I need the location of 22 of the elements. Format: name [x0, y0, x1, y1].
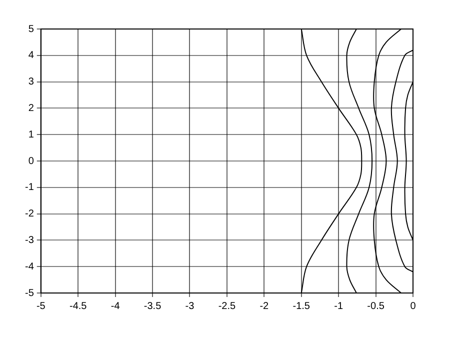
y-tick-label: 0 [28, 156, 34, 167]
y-tick-label: -2 [24, 208, 34, 220]
x-tick-label: 0 [410, 300, 416, 312]
y-tick-label: 1 [28, 129, 34, 140]
y-tick-label: -4 [24, 261, 34, 272]
y-tick-label: 4 [28, 50, 34, 62]
y-tick-label: 3 [28, 76, 34, 88]
y-tick-label: -3 [24, 234, 34, 246]
y-tick-label: 5 [28, 24, 34, 35]
y-tick-label: -1 [24, 182, 34, 194]
y-tick-label: -5 [24, 288, 34, 299]
x-tick-label: -5 [36, 300, 46, 312]
x-tick-label: -0.5 [367, 300, 385, 312]
x-tick-label: -4.5 [69, 300, 88, 312]
x-tick-label: -3 [185, 300, 195, 312]
y-tick-label: 2 [28, 102, 34, 114]
x-tick-label: -2 [260, 300, 270, 312]
x-tick-label: -3.5 [144, 300, 162, 312]
x-tick-label: -2.5 [218, 300, 236, 312]
x-tick-label: -1 [334, 300, 344, 312]
x-tick-label: -4 [110, 300, 120, 312]
x-tick-label: -1.5 [292, 300, 310, 312]
